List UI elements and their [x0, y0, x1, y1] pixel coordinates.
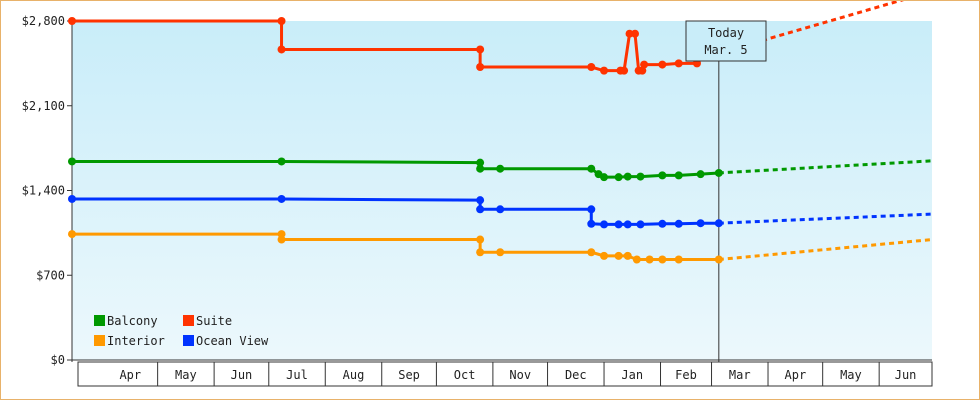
y-tick-label: $0: [51, 353, 65, 367]
today-date-label: Mar. 5: [704, 43, 747, 57]
x-tick-label: Dec: [565, 368, 587, 382]
legend-swatch: [183, 315, 194, 326]
data-point: [614, 251, 623, 260]
x-tick-label: Feb: [675, 368, 697, 382]
data-point: [600, 173, 609, 182]
legend-item: Balcony: [94, 314, 158, 328]
data-point: [658, 255, 667, 264]
x-tick-label: Aug: [343, 368, 365, 382]
series-interior: [68, 230, 933, 264]
data-point: [600, 66, 609, 75]
data-point: [476, 248, 485, 257]
x-tick-label: Nov: [509, 368, 531, 382]
data-point: [68, 194, 76, 203]
data-point: [674, 171, 683, 180]
y-tick-label: $2,100: [22, 99, 65, 113]
x-tick-label: Apr: [785, 368, 807, 382]
legend-item: Ocean View: [183, 334, 269, 348]
data-point: [636, 220, 645, 229]
data-point: [638, 66, 647, 75]
data-point: [277, 157, 286, 166]
data-point: [631, 29, 640, 38]
data-point: [587, 205, 596, 214]
data-point: [68, 157, 76, 166]
data-point: [277, 45, 286, 54]
data-point: [476, 158, 485, 167]
x-tick-label: Apr: [119, 368, 141, 382]
data-point: [587, 63, 596, 72]
data-point: [696, 170, 705, 179]
y-tick-label: $2,800: [22, 14, 65, 28]
data-point: [658, 219, 667, 228]
x-tick-label: Jun: [231, 368, 253, 382]
data-point: [623, 220, 632, 229]
data-point: [68, 17, 76, 25]
plot-area: [72, 21, 932, 360]
legend-swatch: [94, 315, 105, 326]
data-point: [645, 255, 654, 264]
today-label-box: [685, 20, 767, 62]
x-tick-label: Mar: [729, 368, 751, 382]
data-point: [674, 59, 683, 68]
data-point: [623, 251, 632, 260]
data-point: [587, 164, 596, 173]
x-tick-label: Oct: [454, 368, 476, 382]
data-point: [614, 173, 623, 182]
data-point: [658, 60, 667, 69]
data-point: [496, 164, 505, 173]
data-point: [674, 255, 683, 264]
data-point: [476, 235, 485, 244]
legend-label: Balcony: [107, 314, 158, 328]
x-month-band: [77, 361, 933, 387]
data-point: [277, 194, 286, 203]
data-point: [496, 205, 505, 214]
data-point: [587, 248, 596, 257]
data-point: [658, 171, 667, 180]
data-point: [476, 196, 485, 205]
data-point: [600, 251, 609, 260]
series-ocean-view: [68, 194, 933, 229]
legend-label: Ocean View: [196, 334, 269, 348]
legend-label: Suite: [196, 314, 232, 328]
today-label: Today: [708, 26, 744, 40]
legend-swatch: [183, 335, 194, 346]
data-point: [632, 255, 641, 264]
data-point: [277, 17, 286, 25]
data-point: [696, 219, 705, 228]
x-tick-label: Jun: [895, 368, 917, 382]
data-point: [623, 172, 632, 181]
legend-label: Interior: [107, 334, 165, 348]
data-point: [476, 45, 485, 54]
data-point: [476, 63, 485, 72]
data-point: [620, 66, 629, 75]
data-point: [600, 220, 609, 229]
data-point: [640, 60, 649, 69]
data-point: [277, 235, 286, 244]
data-point: [476, 205, 485, 214]
legend-swatch: [94, 335, 105, 346]
x-tick-label: May: [175, 368, 197, 382]
x-tick-label: Jul: [286, 368, 308, 382]
data-point: [476, 164, 485, 173]
data-point: [636, 172, 645, 181]
x-tick-label: Jan: [621, 368, 643, 382]
x-tick-label: May: [840, 368, 862, 382]
series-balcony: [68, 157, 933, 182]
y-tick-label: $1,400: [22, 184, 65, 198]
data-point: [614, 220, 623, 229]
data-point: [587, 219, 596, 228]
legend-item: Interior: [94, 334, 165, 348]
y-tick-label: $700: [36, 268, 65, 282]
x-tick-label: Sep: [398, 368, 420, 382]
data-point: [496, 248, 505, 257]
legend-item: Suite: [183, 314, 232, 328]
data-point: [68, 230, 76, 239]
data-point: [674, 219, 683, 228]
data-point: [625, 29, 634, 38]
